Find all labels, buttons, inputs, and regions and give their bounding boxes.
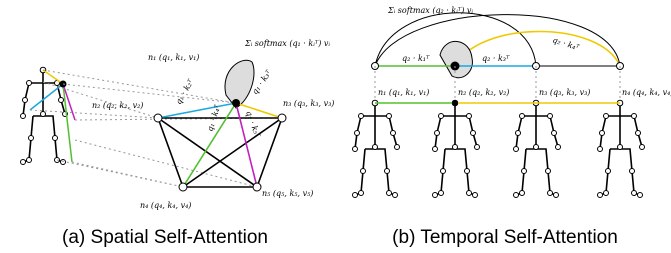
edge-label: q₁ · k₅ᵀ — [244, 110, 262, 139]
node-label: n₃ (q₃, k₃, v₃) — [283, 99, 334, 108]
temporal-panel: Σᵢ softmax (q₂ · kᵢᵀ) vᵢ n₁ (q₁, k₁, v₁)… — [353, 6, 671, 248]
node-label: n₄ (q₄, k₄, v₄) — [140, 201, 191, 210]
edge-label: q₂ · k₁ᵀ — [402, 54, 430, 63]
node-label: n₂ (q₂, k₂, v₂) — [458, 88, 509, 97]
node-label: n₄ (q₄, k₄, v₄) — [622, 88, 671, 97]
caption: (b) Temporal Self-Attention — [392, 227, 618, 248]
node-label: n₂ (q₂, k₂, v₂) — [92, 101, 143, 110]
edge-label: q₂ · k₃ᵀ — [482, 54, 510, 63]
edge-label: q₁ · k₂ᵀ — [174, 77, 196, 106]
edge-label: q₂ · k₄ᵀ — [551, 35, 580, 52]
caption: (a) Spatial Self-Attention — [62, 227, 268, 248]
node-label: n₅ (q₅, k₅, v₅) — [262, 189, 313, 198]
spatial-panel: Σᵢ softmax (q₁ · kᵢᵀ) vᵢ n₁ (q₁, k₁, v₁)… — [21, 39, 335, 248]
node-label: n₁ (q₁, k₁, v₁) — [148, 53, 199, 62]
formula: Σᵢ softmax (q₁ · kᵢᵀ) vᵢ — [244, 39, 330, 48]
node-label: n₃ (q₃, k₃, v₃) — [539, 88, 590, 97]
figure: Σᵢ softmax (q₁ · kᵢᵀ) vᵢ n₁ (q₁, k₁, v₁)… — [0, 0, 671, 253]
node-label: n₁ (q₁, k₁, v₁) — [378, 88, 429, 97]
formula: Σᵢ softmax (q₂ · kᵢᵀ) vᵢ — [387, 6, 473, 15]
